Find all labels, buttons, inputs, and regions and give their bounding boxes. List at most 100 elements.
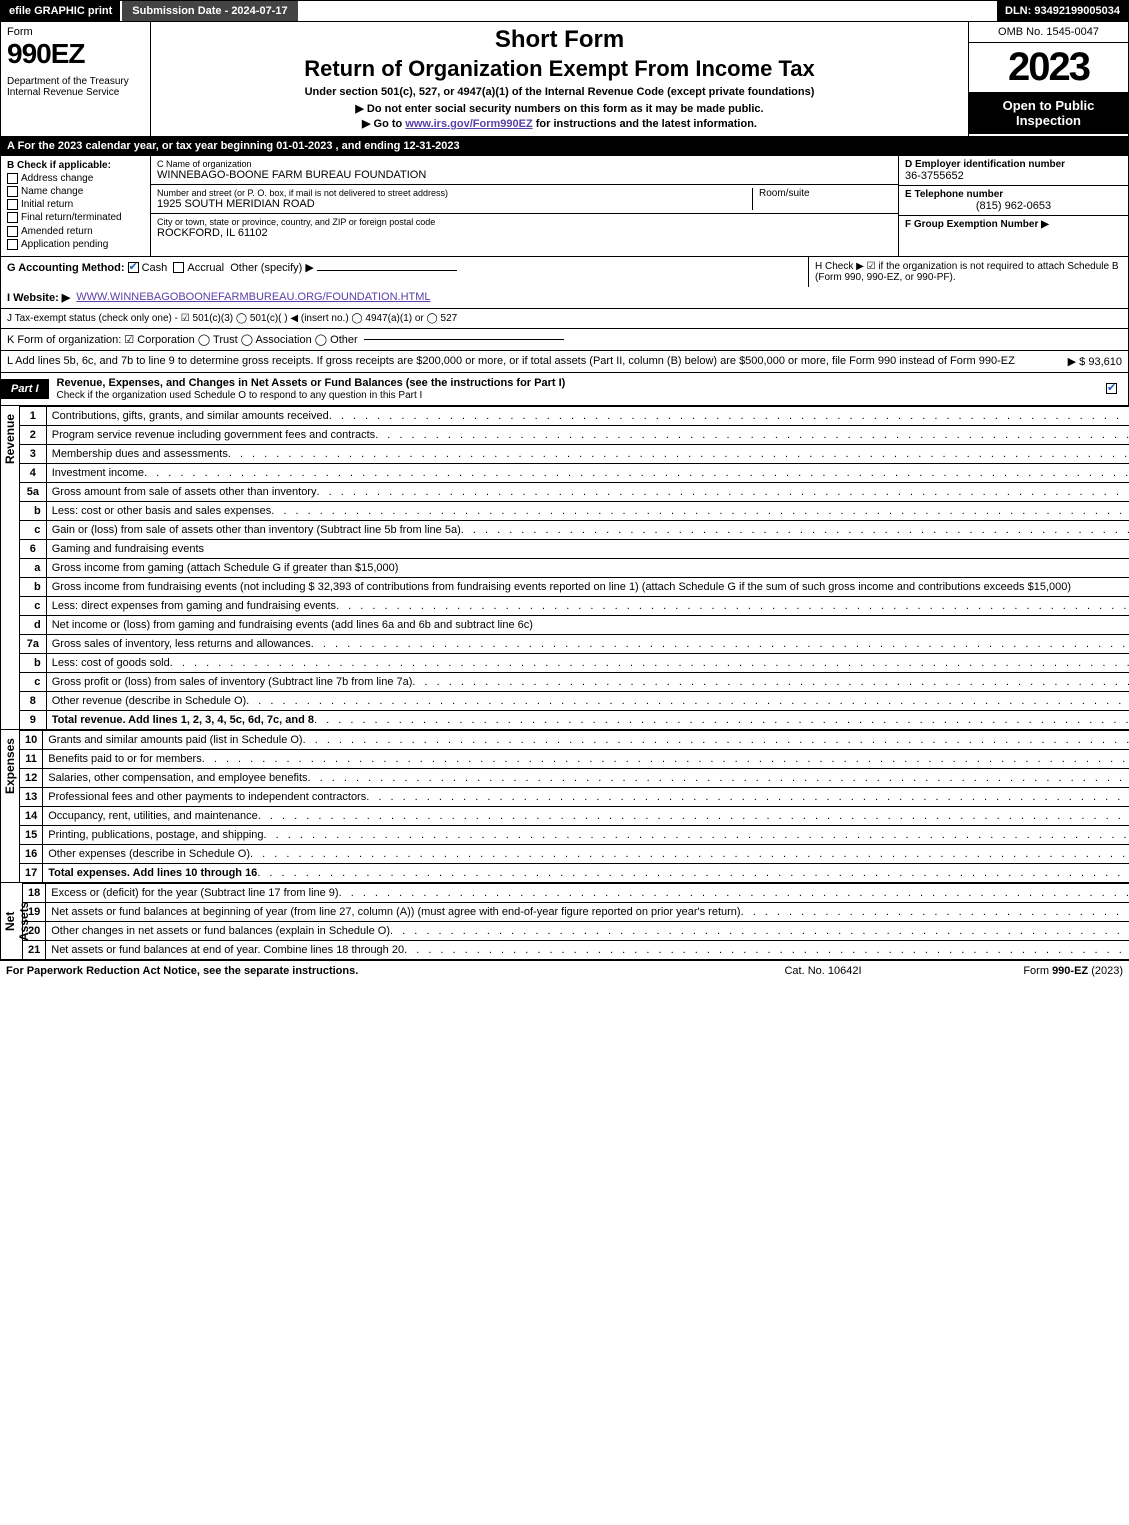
line-6: 6Gaming and fundraising events	[20, 539, 1129, 558]
expenses-label: Expenses	[0, 730, 19, 883]
section-b-label: B Check if applicable:	[7, 160, 144, 171]
org-name: WINNEBAGO-BOONE FARM BUREAU FOUNDATION	[157, 169, 892, 181]
footer-right: Form 990-EZ (2023)	[923, 965, 1123, 977]
chk-amended[interactable]: Amended return	[7, 226, 144, 237]
org-name-block: C Name of organization WINNEBAGO-BOONE F…	[151, 156, 898, 185]
chk-app-pending[interactable]: Application pending	[7, 239, 144, 250]
row-gh: G Accounting Method: Cash Accrual Other …	[1, 257, 1128, 287]
form-label: Form	[7, 26, 144, 38]
chk-address-change[interactable]: Address change	[7, 173, 144, 184]
chk-cash[interactable]	[128, 262, 139, 273]
part1-tag: Part I	[1, 379, 49, 399]
inspection-label: Open to Public Inspection	[969, 92, 1128, 134]
other-specify: Other (specify) ▶	[230, 262, 314, 274]
line-5a: 5aGross amount from sale of assets other…	[20, 482, 1129, 501]
line-4: 4Investment income43,824	[20, 463, 1129, 482]
block-bcd: B Check if applicable: Address change Na…	[0, 156, 1129, 257]
other-org-line[interactable]	[364, 339, 564, 340]
page-footer: For Paperwork Reduction Act Notice, see …	[0, 960, 1129, 981]
form-number: 990EZ	[7, 38, 144, 70]
section-g: G Accounting Method: Cash Accrual Other …	[1, 257, 808, 287]
line-7a: 7aGross sales of inventory, less returns…	[20, 634, 1129, 653]
section-l-amount: ▶ $ 93,610	[1068, 355, 1122, 368]
section-c: C Name of organization WINNEBAGO-BOONE F…	[151, 156, 898, 256]
ein-value: 36-3755652	[905, 170, 1122, 182]
chk-accrual[interactable]	[173, 262, 184, 273]
expenses-section: Expenses 10Grants and similar amounts pa…	[0, 730, 1129, 883]
spacer	[298, 1, 997, 21]
ssn-note: ▶ Do not enter social security numbers o…	[161, 102, 958, 115]
under-section: Under section 501(c), 527, or 4947(a)(1)…	[161, 86, 958, 98]
line-7b: bLess: cost of goods sold7b	[20, 653, 1129, 672]
line-1: 1Contributions, gifts, grants, and simil…	[20, 406, 1129, 425]
omb-number: OMB No. 1545-0047	[969, 22, 1128, 43]
part1-title: Revenue, Expenses, and Changes in Net As…	[49, 373, 1098, 405]
netassets-section: Net Assets 18Excess or (deficit) for the…	[0, 883, 1129, 960]
ein-block: D Employer identification number 36-3755…	[899, 156, 1128, 186]
room-suite-label: Room/suite	[752, 188, 892, 210]
section-l-text: L Add lines 5b, 6c, and 7b to line 9 to …	[7, 355, 1062, 367]
chk-final-return[interactable]: Final return/terminated	[7, 212, 144, 223]
section-k: K Form of organization: ☑ Corporation ◯ …	[1, 329, 1128, 351]
part1-checkbox[interactable]	[1098, 379, 1128, 399]
line-9: 9Total revenue. Add lines 1, 2, 3, 4, 5c…	[20, 710, 1129, 729]
line-21: 21Net assets or fund balances at end of …	[23, 940, 1129, 959]
line-3: 3Membership dues and assessments3	[20, 444, 1129, 463]
other-specify-line[interactable]	[317, 270, 457, 271]
group-exemption-block: F Group Exemption Number ▶	[899, 216, 1128, 233]
line-7c: cGross profit or (loss) from sales of in…	[20, 672, 1129, 691]
street-label: Number and street (or P. O. box, if mail…	[157, 188, 752, 198]
line-6b: bGross income from fundraising events (n…	[20, 577, 1129, 596]
street-value: 1925 SOUTH MERIDIAN ROAD	[157, 198, 752, 210]
org-name-label: C Name of organization	[157, 159, 892, 169]
chk-name-change[interactable]: Name change	[7, 186, 144, 197]
line-19: 19Net assets or fund balances at beginni…	[23, 902, 1129, 921]
header-center: Short Form Return of Organization Exempt…	[151, 22, 968, 136]
header-left: Form 990EZ Department of the Treasury In…	[1, 22, 151, 136]
line-15: 15Printing, publications, postage, and s…	[20, 825, 1129, 844]
org-city-block: City or town, state or province, country…	[151, 214, 898, 242]
short-form-title: Short Form	[161, 26, 958, 54]
org-addr-block: Number and street (or P. O. box, if mail…	[151, 185, 898, 214]
top-bar: efile GRAPHIC print Submission Date - 20…	[0, 0, 1129, 22]
website-link[interactable]: WWW.WINNEBAGOBOONEFARMBUREAU.ORG/FOUNDAT…	[76, 291, 430, 303]
footer-mid: Cat. No. 10642I	[723, 965, 923, 977]
section-k-text: K Form of organization: ☑ Corporation ◯ …	[7, 333, 358, 346]
tel-block: E Telephone number (815) 962-0653	[899, 186, 1128, 216]
tel-value: (815) 962-0653	[905, 200, 1122, 212]
line-10: 10Grants and similar amounts paid (list …	[20, 730, 1129, 749]
line-20: 20Other changes in net assets or fund ba…	[23, 921, 1129, 940]
website-label: I Website: ▶	[7, 291, 70, 304]
line-17: 17Total expenses. Add lines 10 through 1…	[20, 863, 1129, 882]
submission-date: Submission Date - 2024-07-17	[120, 1, 297, 21]
section-l: L Add lines 5b, 6c, and 7b to line 9 to …	[1, 351, 1128, 372]
line-6a: aGross income from gaming (attach Schedu…	[20, 558, 1129, 577]
goto-note: ▶ Go to www.irs.gov/Form990EZ for instru…	[161, 117, 958, 130]
header-right: OMB No. 1545-0047 2023 Open to Public In…	[968, 22, 1128, 136]
line-18: 18Excess or (deficit) for the year (Subt…	[23, 883, 1129, 902]
line-6c: cLess: direct expenses from gaming and f…	[20, 596, 1129, 615]
meta-rows: G Accounting Method: Cash Accrual Other …	[0, 257, 1129, 373]
department-label: Department of the Treasury Internal Reve…	[7, 76, 144, 98]
line-5b: bLess: cost or other basis and sales exp…	[20, 501, 1129, 520]
efile-label[interactable]: efile GRAPHIC print	[1, 1, 120, 21]
chk-initial-return[interactable]: Initial return	[7, 199, 144, 210]
line-16: 16Other expenses (describe in Schedule O…	[20, 844, 1129, 863]
section-h: H Check ▶ ☑ if the organization is not r…	[808, 257, 1128, 287]
footer-left: For Paperwork Reduction Act Notice, see …	[6, 965, 723, 977]
part1-header: Part I Revenue, Expenses, and Changes in…	[0, 373, 1129, 406]
ein-label: D Employer identification number	[905, 159, 1122, 170]
section-b: B Check if applicable: Address change Na…	[1, 156, 151, 256]
dln-label: DLN: 93492199005034	[997, 1, 1128, 21]
line-12: 12Salaries, other compensation, and empl…	[20, 768, 1129, 787]
revenue-table: 1Contributions, gifts, grants, and simil…	[19, 406, 1129, 730]
revenue-label: Revenue	[0, 406, 19, 730]
city-value: ROCKFORD, IL 61102	[157, 227, 892, 239]
group-exemption-label: F Group Exemption Number ▶	[905, 219, 1122, 230]
irs-link[interactable]: www.irs.gov/Form990EZ	[405, 118, 532, 130]
section-j: J Tax-exempt status (check only one) - ☑…	[1, 309, 1128, 329]
line-11: 11Benefits paid to or for members11	[20, 749, 1129, 768]
section-def: D Employer identification number 36-3755…	[898, 156, 1128, 256]
section-i: I Website: ▶ WWW.WINNEBAGOBOONEFARMBUREA…	[1, 287, 1128, 309]
line-13: 13Professional fees and other payments t…	[20, 787, 1129, 806]
